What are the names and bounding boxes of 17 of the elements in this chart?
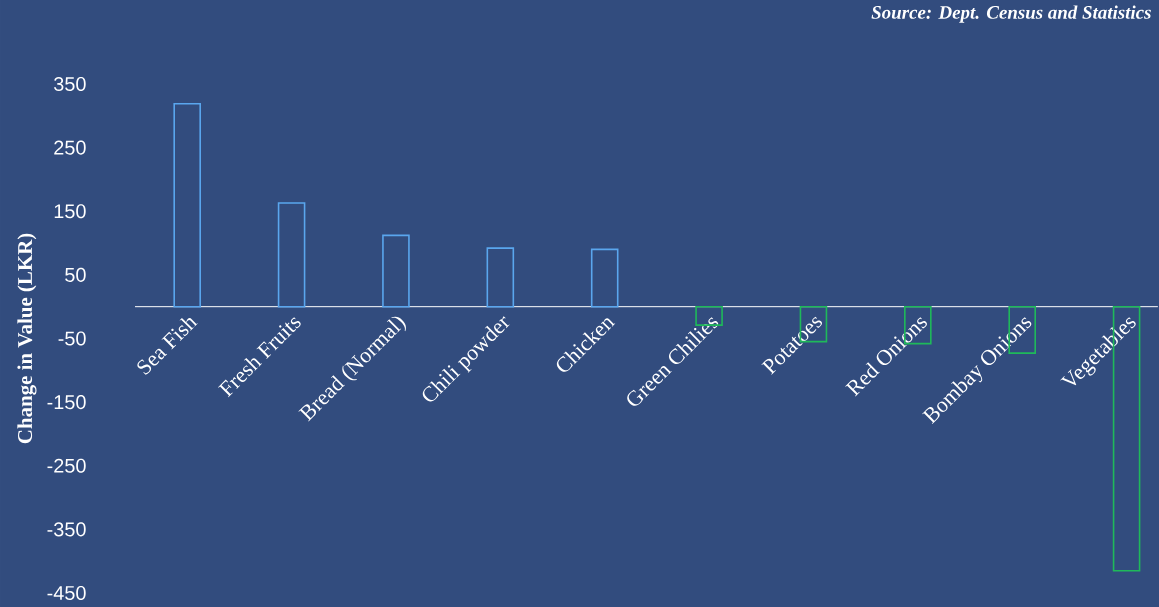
y-tick-label: 150 <box>54 204 86 219</box>
y-tick-label: -50 <box>58 331 86 346</box>
bar <box>486 247 515 308</box>
y-tick-label: -250 <box>47 458 86 473</box>
y-tick-label: 250 <box>54 140 86 155</box>
y-tick-label: -350 <box>47 522 86 537</box>
x-tick-label: Sea Fish <box>137 317 198 375</box>
y-axis-title: Change in Value (LKR) <box>17 233 37 444</box>
bar <box>382 234 410 308</box>
bar <box>277 202 306 308</box>
source-note: Source: Dept. Census and Statistics <box>871 5 1151 23</box>
y-tick-label: 350 <box>54 76 86 92</box>
y-tick-label: 50 <box>65 267 86 282</box>
y-tick-label: -150 <box>47 395 86 410</box>
bar <box>173 102 201 308</box>
bar <box>590 248 619 308</box>
y-tick-label: -450 <box>47 585 86 601</box>
